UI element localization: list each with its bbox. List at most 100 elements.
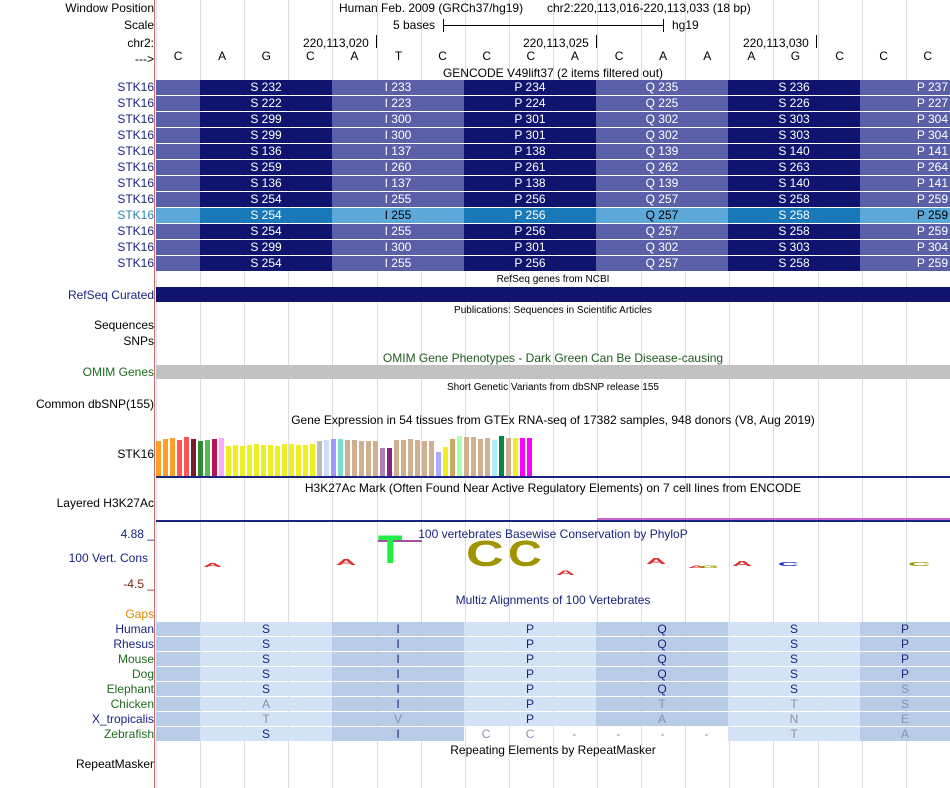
gencode-title[interactable]: GENCODE V49lift37 (2 items filtered out) xyxy=(442,66,664,80)
gencode-codon-cell[interactable] xyxy=(156,96,200,111)
gencode-codon-cell[interactable]: Q 302 xyxy=(596,112,728,127)
gencode-codon-cell[interactable]: Q 257 xyxy=(596,208,728,223)
gencode-codon-cell[interactable]: P 138 xyxy=(464,144,596,159)
gencode-row-label[interactable]: STK16 xyxy=(117,176,154,190)
gencode-codon-cell[interactable]: S 258 xyxy=(728,208,860,223)
gtex-tissue-bar[interactable] xyxy=(254,444,259,476)
gencode-codon-cell[interactable]: S 299 xyxy=(200,128,332,143)
gencode-codon-cell[interactable]: P 304 xyxy=(860,112,950,127)
gencode-codon-cell[interactable]: P 256 xyxy=(464,208,596,223)
gencode-codon-cell[interactable]: P 256 xyxy=(464,256,596,271)
gtex-tissue-bar[interactable] xyxy=(198,441,203,476)
gencode-codon-cell[interactable]: S 226 xyxy=(728,96,860,111)
gencode-codon-cell[interactable] xyxy=(156,208,200,223)
gtex-tissue-bar[interactable] xyxy=(387,448,392,476)
gencode-codon-cell[interactable]: I 300 xyxy=(332,128,464,143)
multiz-species-label[interactable]: Chicken xyxy=(110,697,154,711)
omim-label[interactable]: OMIM Genes xyxy=(82,365,154,379)
multiz-species-label[interactable]: Dog xyxy=(131,667,154,681)
gencode-codon-cell[interactable]: P 234 xyxy=(464,80,596,95)
gencode-row-label[interactable]: STK16 xyxy=(117,112,154,126)
gencode-row-label[interactable]: STK16 xyxy=(117,80,154,94)
gtex-tissue-bar[interactable] xyxy=(401,440,406,476)
gencode-codon-cell[interactable]: I 255 xyxy=(332,208,464,223)
gtex-tissue-bar[interactable] xyxy=(163,439,168,476)
gencode-codon-cell[interactable]: S 303 xyxy=(728,112,860,127)
gencode-row-label[interactable]: STK16 xyxy=(117,208,154,222)
gencode-codon-cell[interactable]: P 304 xyxy=(860,240,950,255)
refseq-label[interactable]: RefSeq Curated xyxy=(67,288,154,302)
gtex-tissue-bar[interactable] xyxy=(177,440,182,476)
gtex-tissue-bar[interactable] xyxy=(156,441,161,476)
gencode-codon-cell[interactable]: S 236 xyxy=(728,80,860,95)
gtex-tissue-bar[interactable] xyxy=(492,440,497,476)
gencode-codon-cell[interactable]: Q 139 xyxy=(596,144,728,159)
dbsnp-label[interactable]: Common dbSNP(155) xyxy=(35,397,154,411)
multiz-species-label[interactable]: Mouse xyxy=(117,652,154,666)
gencode-codon-cell[interactable]: Q 302 xyxy=(596,128,728,143)
gencode-codon-cell[interactable]: S 254 xyxy=(200,208,332,223)
gencode-codon-cell[interactable]: Q 225 xyxy=(596,96,728,111)
gencode-row-label[interactable]: STK16 xyxy=(117,240,154,254)
gtex-tissue-bar[interactable] xyxy=(212,439,217,476)
gencode-codon-cell[interactable]: P 259 xyxy=(860,224,950,239)
gencode-row-label[interactable]: STK16 xyxy=(117,96,154,110)
gencode-codon-cell[interactable]: Q 257 xyxy=(596,256,728,271)
gencode-codon-cell[interactable] xyxy=(156,80,200,95)
gencode-codon-cell[interactable]: S 222 xyxy=(200,96,332,111)
gtex-tissue-bar[interactable] xyxy=(247,445,252,476)
gtex-tissue-bar[interactable] xyxy=(478,439,483,476)
publications-label-snps[interactable]: SNPs xyxy=(123,334,154,348)
gtex-tissue-bar[interactable] xyxy=(338,439,343,476)
gencode-codon-cell[interactable]: Q 257 xyxy=(596,224,728,239)
gtex-tissue-bar[interactable] xyxy=(345,440,350,476)
gtex-tissue-bar[interactable] xyxy=(464,437,469,476)
gencode-codon-cell[interactable]: S 263 xyxy=(728,160,860,175)
gtex-tissue-bar[interactable] xyxy=(450,439,455,476)
gencode-codon-cell[interactable]: P 301 xyxy=(464,128,596,143)
gtex-tissue-bar[interactable] xyxy=(268,445,273,476)
gtex-tissue-bar[interactable] xyxy=(359,441,364,476)
gencode-codon-cell[interactable]: P 141 xyxy=(860,176,950,191)
gencode-codon-cell[interactable] xyxy=(156,224,200,239)
gencode-codon-cell[interactable]: P 141 xyxy=(860,144,950,159)
gencode-codon-cell[interactable]: I 223 xyxy=(332,96,464,111)
gencode-row-label[interactable]: STK16 xyxy=(117,256,154,270)
gtex-tissue-bar[interactable] xyxy=(324,440,329,476)
gencode-codon-cell[interactable]: I 255 xyxy=(332,192,464,207)
gencode-codon-cell[interactable] xyxy=(156,192,200,207)
gencode-codon-cell[interactable]: P 227 xyxy=(860,96,950,111)
gtex-tissue-bar[interactable] xyxy=(457,436,462,476)
gencode-codon-cell[interactable]: S 258 xyxy=(728,224,860,239)
refseq-feature-bar[interactable] xyxy=(156,287,950,302)
gencode-codon-cell[interactable]: I 137 xyxy=(332,176,464,191)
multiz-species-label[interactable]: Elephant xyxy=(106,682,154,696)
multiz-species-label[interactable]: Zebrafish xyxy=(103,727,154,741)
gencode-codon-cell[interactable]: P 237 xyxy=(860,80,950,95)
gencode-codon-cell[interactable]: P 138 xyxy=(464,176,596,191)
gencode-codon-cell[interactable]: S 140 xyxy=(728,176,860,191)
gencode-row-label[interactable]: STK16 xyxy=(117,160,154,174)
gencode-codon-cell[interactable]: S 258 xyxy=(728,192,860,207)
gencode-codon-cell[interactable]: P 259 xyxy=(860,208,950,223)
gencode-codon-cell[interactable]: Q 257 xyxy=(596,192,728,207)
gtex-tissue-bar[interactable] xyxy=(471,437,476,476)
gencode-codon-cell[interactable]: I 260 xyxy=(332,160,464,175)
gencode-codon-cell[interactable] xyxy=(156,160,200,175)
gtex-tissue-bar[interactable] xyxy=(205,440,210,476)
gencode-codon-cell[interactable]: S 259 xyxy=(200,160,332,175)
gencode-codon-cell[interactable]: S 303 xyxy=(728,128,860,143)
gtex-tissue-bar[interactable] xyxy=(296,445,301,476)
gtex-tissue-bar[interactable] xyxy=(226,446,231,476)
gencode-codon-cell[interactable]: I 255 xyxy=(332,224,464,239)
multiz-species-label[interactable]: X_tropicalis xyxy=(91,712,154,726)
gencode-codon-cell[interactable]: S 136 xyxy=(200,176,332,191)
gtex-tissue-bar[interactable] xyxy=(443,447,448,476)
gencode-codon-cell[interactable]: S 254 xyxy=(200,192,332,207)
gtex-tissue-bar[interactable] xyxy=(485,438,490,476)
gtex-tissue-bar[interactable] xyxy=(429,441,434,476)
gencode-codon-cell[interactable]: I 233 xyxy=(332,80,464,95)
gencode-codon-cell[interactable] xyxy=(156,240,200,255)
multiz-species-label[interactable]: Rhesus xyxy=(113,637,154,651)
gtex-tissue-bar[interactable] xyxy=(275,446,280,476)
